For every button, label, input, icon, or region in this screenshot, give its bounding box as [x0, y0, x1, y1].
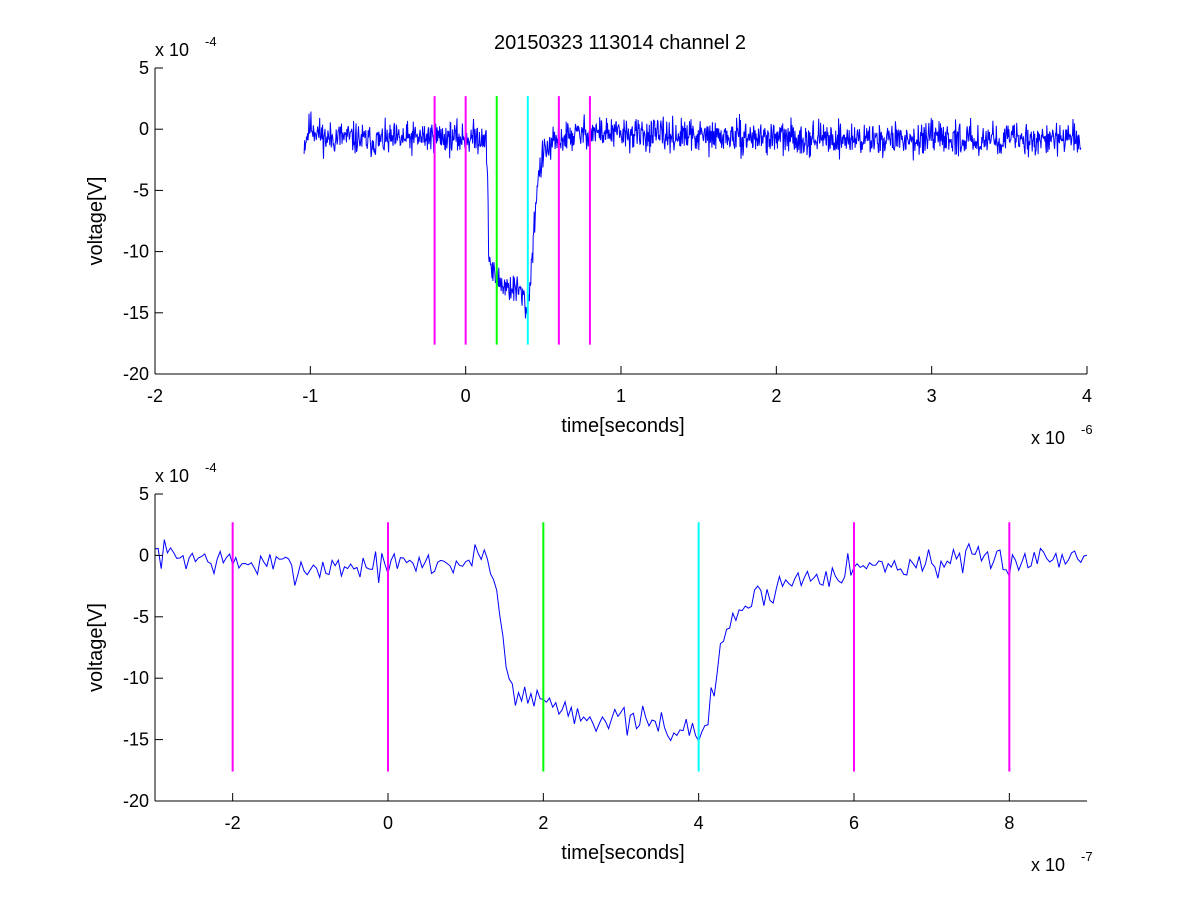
- x-tick-label: 0: [461, 386, 471, 406]
- y-tick-label: -15: [123, 730, 149, 750]
- y-exponent-power: -4: [205, 34, 217, 49]
- x-tick-label: 4: [1082, 386, 1092, 406]
- x-tick-label: 1: [616, 386, 626, 406]
- y-tick-label: -20: [123, 364, 149, 384]
- y-tick-label: -5: [133, 607, 149, 627]
- y-tick-label: -20: [123, 791, 149, 811]
- x-tick-label: 4: [694, 813, 704, 833]
- y-tick-label: -5: [133, 180, 149, 200]
- x-tick-label: 2: [771, 386, 781, 406]
- x-tick-label: 8: [1004, 813, 1014, 833]
- x-exponent-power: -7: [1081, 849, 1093, 864]
- signal-trace: [155, 539, 1087, 743]
- y-tick-label: 0: [139, 119, 149, 139]
- x-tick-label: 6: [849, 813, 859, 833]
- y-tick-label: -15: [123, 303, 149, 323]
- x-tick-label: 0: [383, 813, 393, 833]
- y-tick-label: -10: [123, 668, 149, 688]
- x-axis-label: time[seconds]: [561, 415, 684, 437]
- y-tick-label: 0: [139, 545, 149, 565]
- figure-title: 20150323 113014 channel 2: [494, 32, 746, 54]
- y-exponent-power: -4: [205, 460, 217, 475]
- x-tick-label: -2: [225, 813, 241, 833]
- y-exponent-base: x 10: [155, 40, 189, 60]
- y-tick-label: 5: [139, 484, 149, 504]
- y-exponent-base: x 10: [155, 466, 189, 486]
- signal-trace: [303, 111, 1082, 319]
- x-tick-label: 2: [538, 813, 548, 833]
- x-exponent-base: x 10: [1031, 855, 1065, 875]
- x-exponent-power: -6: [1081, 422, 1093, 437]
- y-axis-label: voltage[V]: [85, 177, 107, 266]
- bottom-plot: -2 0 2 4 6 8-20-15-10-505time[seconds]voltage…: [85, 460, 1093, 875]
- y-tick-label: -10: [123, 242, 149, 262]
- top-plot: -2 -1 0 1 2 3 4-20-15-10-505time[seconds]volta…: [85, 34, 1093, 448]
- x-axis-label: time[seconds]: [561, 842, 684, 864]
- x-tick-label: 3: [927, 386, 937, 406]
- y-axis-label: voltage[V]: [85, 603, 107, 692]
- x-exponent-base: x 10: [1031, 428, 1065, 448]
- x-tick-label: -2: [147, 386, 163, 406]
- x-tick-label: -1: [302, 386, 318, 406]
- y-tick-label: 5: [139, 58, 149, 78]
